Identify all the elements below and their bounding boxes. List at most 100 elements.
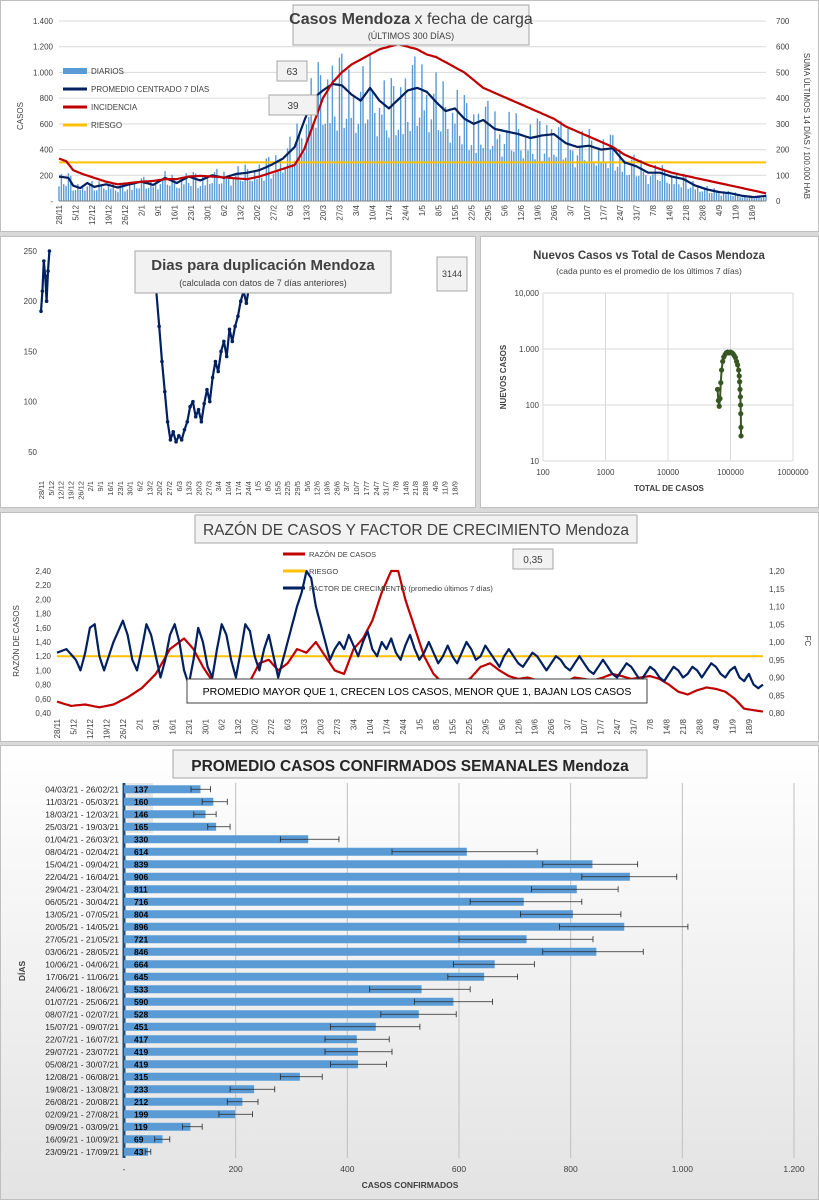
x-tick-label: 28/8 — [695, 718, 704, 734]
scatter-point — [737, 402, 744, 408]
ratio-line — [56, 569, 764, 713]
x-tick-label: 10/7 — [583, 204, 592, 220]
daily-bar — [206, 175, 209, 201]
doubling-point — [196, 407, 201, 412]
y2-tick-label: 1,05 — [769, 620, 785, 629]
y-tick-label: 2,40 — [35, 567, 51, 576]
daily-bar — [656, 179, 659, 201]
x-tick-label: 100000 — [717, 468, 744, 477]
y2-tick-label: 300 — [776, 120, 790, 129]
daily-bar — [355, 132, 357, 201]
daily-bar — [77, 183, 79, 201]
x-tick-label: 19/12 — [104, 204, 113, 225]
daily-bar — [621, 171, 623, 201]
daily-bar — [136, 188, 138, 201]
category-label: 01/07/21 - 25/06/21 — [45, 997, 119, 1007]
weekly-bar — [124, 1072, 300, 1081]
daily-bar — [435, 72, 437, 201]
weekly-bar — [124, 822, 217, 831]
doubling-point — [224, 354, 229, 359]
daily-bar — [404, 78, 407, 201]
daily-bar — [79, 190, 81, 201]
daily-bar — [402, 134, 404, 201]
x-tick-label: 20/2 — [253, 204, 262, 220]
doubling-point — [233, 324, 237, 329]
daily-bar — [513, 151, 515, 201]
daily-bar — [744, 195, 746, 201]
doubling-point — [47, 249, 52, 253]
doubling-point — [44, 299, 49, 304]
daily-bar — [762, 197, 765, 201]
daily-bar — [706, 185, 708, 201]
value-box — [268, 94, 318, 116]
daily-bar — [343, 127, 345, 201]
y-tick-label: 0,80 — [35, 681, 51, 690]
weekly-bar — [124, 972, 485, 981]
x-axis-label: TOTAL DE CASOS — [634, 484, 704, 493]
daily-bar — [244, 164, 246, 201]
y2-tick-label: 1,20 — [769, 567, 785, 576]
bar-value-label: 43 — [134, 1147, 144, 1157]
doubling-point — [236, 314, 240, 319]
daily-bar — [682, 173, 685, 201]
x-tick-label: 14/8 — [401, 481, 410, 496]
daily-bar — [753, 198, 755, 201]
bar-value-label: 906 — [134, 872, 148, 882]
daily-bar — [107, 185, 110, 201]
x-tick-label: 12/6 — [514, 718, 523, 734]
daily-bar — [260, 177, 263, 201]
daily-bar — [185, 173, 187, 201]
y2-tick-label: 0,80 — [769, 709, 785, 718]
daily-bar — [515, 113, 517, 201]
daily-bar — [388, 137, 390, 201]
daily-bar — [496, 139, 499, 201]
daily-bar — [338, 57, 341, 201]
value-box-text: 39 — [287, 101, 299, 112]
daily-bar — [421, 64, 423, 201]
bar-value-label: 330 — [134, 834, 148, 844]
y2-tick-label: 200 — [776, 146, 790, 155]
daily-bar — [331, 65, 334, 202]
x-tick-label: 14/8 — [665, 204, 674, 220]
doubling-point — [39, 309, 43, 314]
daily-bar — [140, 178, 143, 201]
daily-bar — [647, 184, 649, 201]
category-label: 11/03/21 - 05/03/21 — [46, 797, 119, 807]
x-tick-label: 27/3 — [335, 204, 344, 220]
x-tick-label: 10/4 — [224, 481, 233, 496]
x-tick-label: 18/9 — [748, 204, 757, 220]
doubling-point — [177, 434, 181, 438]
daily-bar — [383, 80, 385, 201]
category-label: 01/04/21 - 26/03/21 — [45, 834, 119, 844]
daily-bar — [633, 154, 635, 201]
x-tick-label: 16/1 — [170, 204, 179, 220]
x-tick-label: 5/6 — [303, 481, 312, 491]
x-tick-label: 31/7 — [630, 718, 639, 734]
daily-bar — [675, 173, 678, 201]
daily-bar — [663, 170, 666, 201]
daily-bar — [581, 130, 583, 201]
bar-value-label: 233 — [134, 1084, 148, 1094]
daily-bar — [237, 166, 239, 201]
y2-tick-label: 400 — [776, 94, 790, 103]
chart-title: Casos Mendoza x fecha de carga — [289, 11, 533, 28]
daily-bar — [291, 164, 294, 201]
daily-bar — [484, 106, 487, 201]
doubling-point — [42, 259, 46, 263]
x-tick-label: 200 — [229, 1164, 243, 1174]
legend-label: PROMEDIO CENTRADO 7 DÍAS — [91, 85, 209, 94]
category-label: 25/03/21 - 19/03/21 — [45, 822, 119, 832]
x-tick-label: 29/5 — [484, 204, 493, 220]
weekly-bar — [124, 1010, 419, 1019]
daily-bar — [539, 121, 541, 201]
daily-bar — [449, 142, 451, 201]
x-tick-label: 23/1 — [187, 204, 196, 220]
weekly-bar — [124, 897, 524, 906]
doubling-point — [202, 401, 206, 406]
x-tick-label: 17/7 — [599, 204, 608, 220]
weekly-bar — [124, 835, 309, 844]
x-tick-label: 30/1 — [201, 718, 210, 734]
daily-bar — [588, 128, 590, 201]
scatter-point — [714, 386, 721, 392]
daily-bar — [442, 81, 444, 201]
